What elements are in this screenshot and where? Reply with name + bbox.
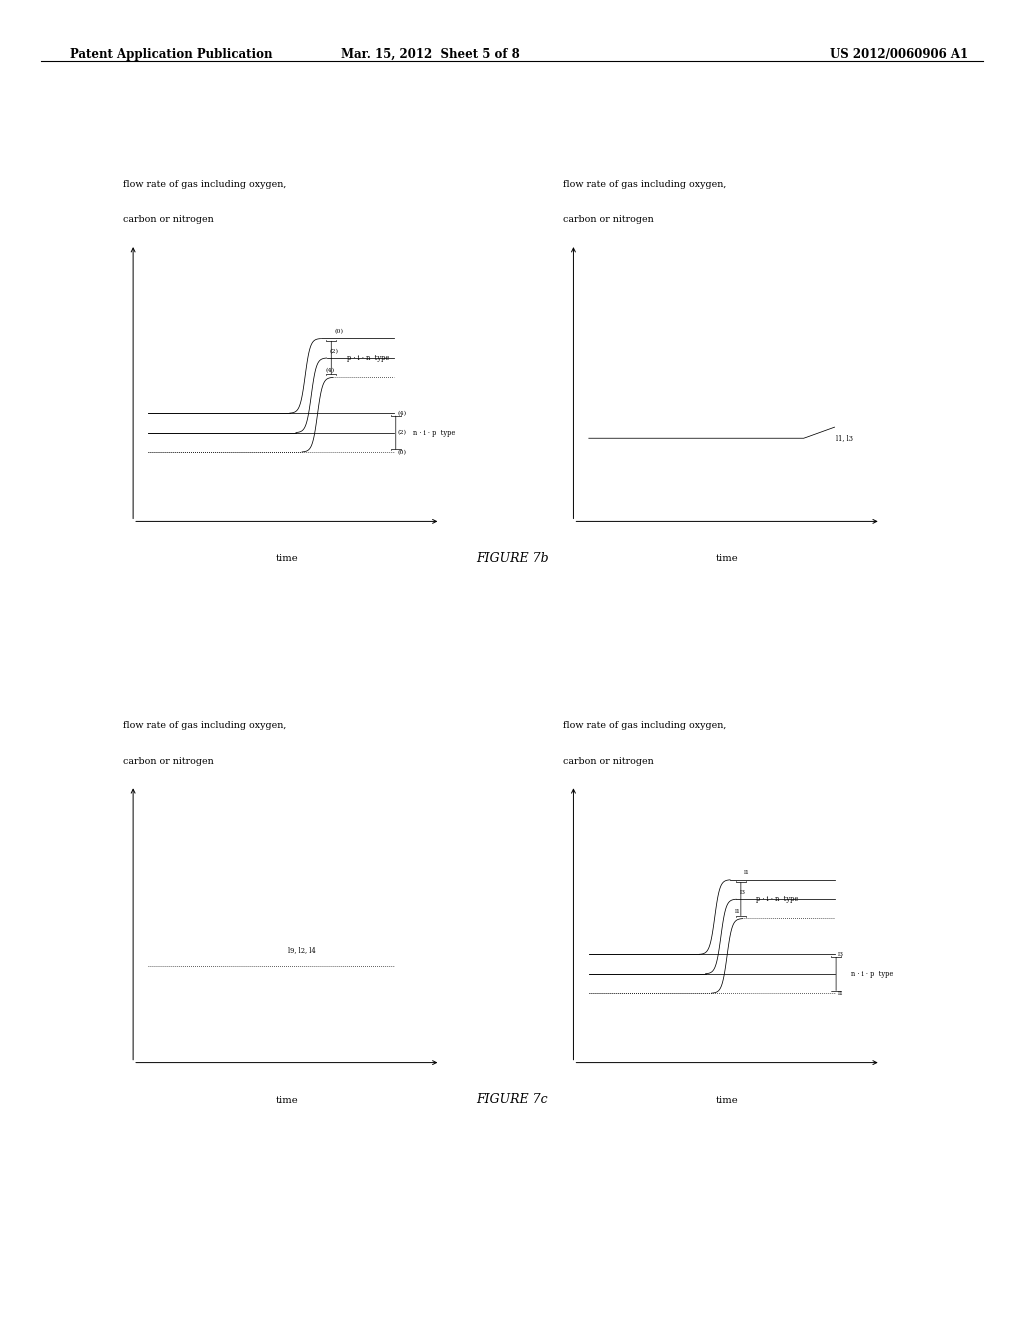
- Text: (0): (0): [397, 450, 407, 454]
- Text: l9, l2, l4: l9, l2, l4: [288, 946, 316, 954]
- Text: Patent Application Publication: Patent Application Publication: [70, 48, 272, 61]
- Text: time: time: [275, 1096, 298, 1105]
- Text: time: time: [275, 554, 298, 564]
- Text: (4): (4): [397, 411, 407, 416]
- Text: p · i · n  type: p · i · n type: [346, 354, 389, 362]
- Text: time: time: [716, 1096, 738, 1105]
- Text: n · i · p  type: n · i · p type: [413, 429, 455, 437]
- Text: l3: l3: [838, 952, 844, 957]
- Text: flow rate of gas including oxygen,: flow rate of gas including oxygen,: [563, 721, 727, 730]
- Text: (2): (2): [330, 348, 339, 354]
- Text: l1: l1: [744, 870, 750, 875]
- Text: carbon or nitrogen: carbon or nitrogen: [123, 215, 214, 224]
- Text: l3: l3: [739, 890, 745, 895]
- Text: Mar. 15, 2012  Sheet 5 of 8: Mar. 15, 2012 Sheet 5 of 8: [341, 48, 519, 61]
- Text: FIGURE 7c: FIGURE 7c: [476, 1093, 548, 1106]
- Text: time: time: [716, 554, 738, 564]
- Text: flow rate of gas including oxygen,: flow rate of gas including oxygen,: [123, 180, 287, 189]
- Text: (4): (4): [326, 368, 334, 374]
- Text: (0): (0): [334, 329, 343, 334]
- Text: p · i · n  type: p · i · n type: [757, 895, 799, 903]
- Text: US 2012/0060906 A1: US 2012/0060906 A1: [829, 48, 968, 61]
- Text: flow rate of gas including oxygen,: flow rate of gas including oxygen,: [123, 721, 287, 730]
- Text: l1: l1: [838, 991, 844, 995]
- Text: carbon or nitrogen: carbon or nitrogen: [563, 756, 654, 766]
- Text: l1: l1: [735, 909, 740, 915]
- Text: flow rate of gas including oxygen,: flow rate of gas including oxygen,: [563, 180, 727, 189]
- Text: carbon or nitrogen: carbon or nitrogen: [123, 756, 214, 766]
- Text: FIGURE 7b: FIGURE 7b: [476, 552, 548, 565]
- Text: carbon or nitrogen: carbon or nitrogen: [563, 215, 654, 224]
- Text: l1, l3: l1, l3: [837, 434, 853, 442]
- Text: n · i · p  type: n · i · p type: [852, 970, 894, 978]
- Text: (2): (2): [397, 430, 407, 436]
